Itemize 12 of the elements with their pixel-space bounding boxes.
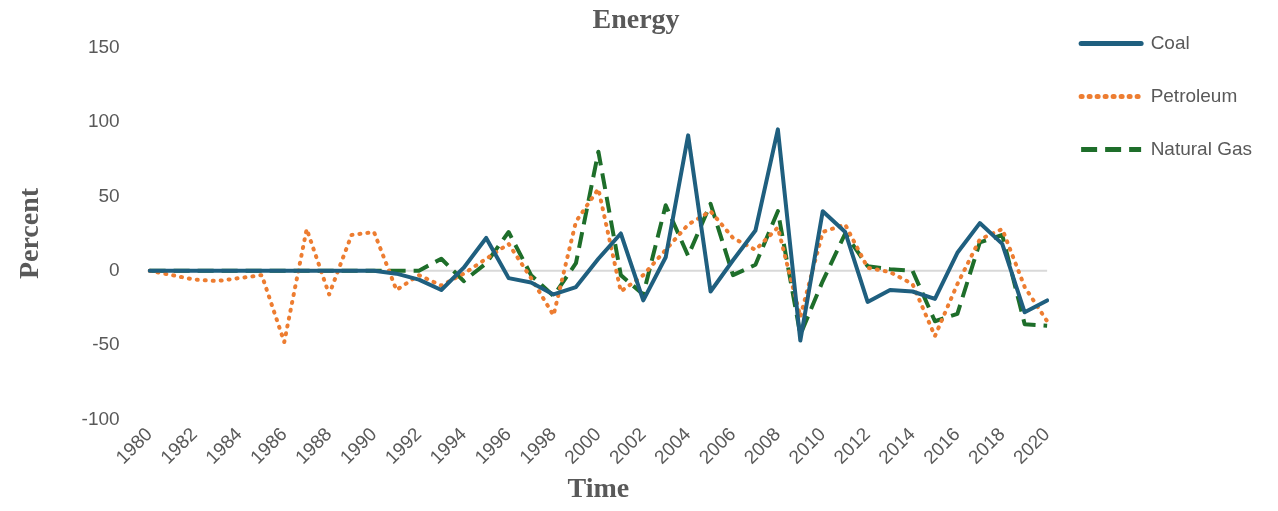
y-tick-label: 100 (87, 110, 120, 132)
legend-label: Natural Gas (1150, 137, 1252, 159)
legend-label: Petroleum (1150, 84, 1238, 106)
y-tick-label: -100 (81, 407, 120, 429)
y-axis-title: Percent (13, 187, 45, 280)
y-tick-label: 50 (98, 184, 120, 206)
chart-title: Energy (592, 3, 680, 35)
y-tick-label: -50 (92, 333, 120, 355)
y-tick-label: 150 (87, 35, 120, 57)
legend-label: Coal (1150, 31, 1190, 53)
x-axis-title: Time (567, 472, 630, 504)
y-tick-label: 0 (109, 258, 120, 280)
